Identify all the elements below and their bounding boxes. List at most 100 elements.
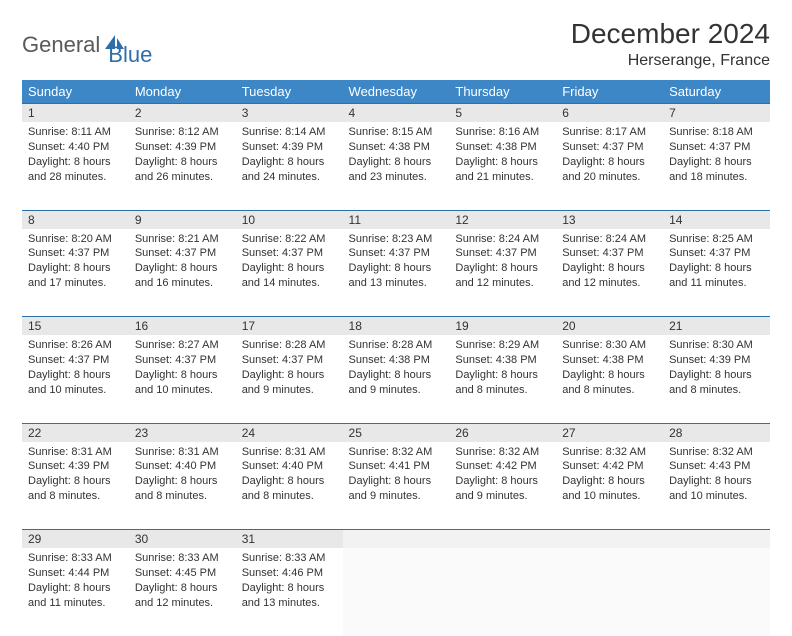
sunrise-line: Sunrise: 8:17 AM — [562, 125, 657, 140]
day-number-cell: 1 — [22, 104, 129, 123]
sunset-line: Sunset: 4:37 PM — [669, 246, 764, 261]
day-number-cell: 31 — [236, 530, 343, 549]
day-content-row: Sunrise: 8:26 AMSunset: 4:37 PMDaylight:… — [22, 335, 770, 423]
sunrise-line: Sunrise: 8:33 AM — [242, 551, 337, 566]
sunrise-line: Sunrise: 8:33 AM — [28, 551, 123, 566]
day-content-cell: Sunrise: 8:28 AMSunset: 4:37 PMDaylight:… — [236, 335, 343, 423]
day-content-cell: Sunrise: 8:22 AMSunset: 4:37 PMDaylight:… — [236, 229, 343, 317]
header: General Blue December 2024 Herserange, F… — [22, 18, 770, 70]
daylight-line: Daylight: 8 hours and 10 minutes. — [135, 368, 230, 398]
sunset-line: Sunset: 4:37 PM — [349, 246, 444, 261]
day-number-cell: 2 — [129, 104, 236, 123]
day-number-cell: 7 — [663, 104, 770, 123]
day-content-cell — [449, 548, 556, 636]
day-content-cell: Sunrise: 8:11 AMSunset: 4:40 PMDaylight:… — [22, 122, 129, 210]
sunrise-line: Sunrise: 8:15 AM — [349, 125, 444, 140]
sunset-line: Sunset: 4:37 PM — [135, 246, 230, 261]
day-number-cell: 22 — [22, 423, 129, 442]
sunset-line: Sunset: 4:38 PM — [349, 353, 444, 368]
daylight-line: Daylight: 8 hours and 8 minutes. — [562, 368, 657, 398]
sunset-line: Sunset: 4:39 PM — [28, 459, 123, 474]
daylight-line: Daylight: 8 hours and 16 minutes. — [135, 261, 230, 291]
sunset-line: Sunset: 4:37 PM — [242, 246, 337, 261]
sunset-line: Sunset: 4:37 PM — [455, 246, 550, 261]
sunset-line: Sunset: 4:38 PM — [349, 140, 444, 155]
sunset-line: Sunset: 4:44 PM — [28, 566, 123, 581]
sunrise-line: Sunrise: 8:18 AM — [669, 125, 764, 140]
day-content-cell: Sunrise: 8:30 AMSunset: 4:39 PMDaylight:… — [663, 335, 770, 423]
daylight-line: Daylight: 8 hours and 9 minutes. — [242, 368, 337, 398]
daylight-line: Daylight: 8 hours and 11 minutes. — [28, 581, 123, 611]
daylight-line: Daylight: 8 hours and 17 minutes. — [28, 261, 123, 291]
sunset-line: Sunset: 4:40 PM — [242, 459, 337, 474]
daylight-line: Daylight: 8 hours and 10 minutes. — [28, 368, 123, 398]
day-content-cell: Sunrise: 8:33 AMSunset: 4:44 PMDaylight:… — [22, 548, 129, 636]
day-number-cell: 23 — [129, 423, 236, 442]
sunrise-line: Sunrise: 8:27 AM — [135, 338, 230, 353]
day-content-row: Sunrise: 8:11 AMSunset: 4:40 PMDaylight:… — [22, 122, 770, 210]
day-number-cell: 17 — [236, 317, 343, 336]
day-number-cell — [343, 530, 450, 549]
sunset-line: Sunset: 4:40 PM — [135, 459, 230, 474]
sunrise-line: Sunrise: 8:25 AM — [669, 232, 764, 247]
day-content-cell: Sunrise: 8:30 AMSunset: 4:38 PMDaylight:… — [556, 335, 663, 423]
daylight-line: Daylight: 8 hours and 23 minutes. — [349, 155, 444, 185]
sunset-line: Sunset: 4:37 PM — [242, 353, 337, 368]
daylight-line: Daylight: 8 hours and 8 minutes. — [669, 368, 764, 398]
day-number-cell: 10 — [236, 210, 343, 229]
day-number-row: 22232425262728 — [22, 423, 770, 442]
day-number-cell: 18 — [343, 317, 450, 336]
weekday-header: Friday — [556, 80, 663, 104]
sunrise-line: Sunrise: 8:30 AM — [669, 338, 764, 353]
logo-text-general: General — [22, 32, 100, 58]
daylight-line: Daylight: 8 hours and 8 minutes. — [28, 474, 123, 504]
daylight-line: Daylight: 8 hours and 12 minutes. — [562, 261, 657, 291]
sunrise-line: Sunrise: 8:24 AM — [455, 232, 550, 247]
day-content-cell — [556, 548, 663, 636]
daylight-line: Daylight: 8 hours and 9 minutes. — [455, 474, 550, 504]
day-content-cell: Sunrise: 8:27 AMSunset: 4:37 PMDaylight:… — [129, 335, 236, 423]
day-number-cell: 27 — [556, 423, 663, 442]
sunrise-line: Sunrise: 8:31 AM — [28, 445, 123, 460]
sunset-line: Sunset: 4:38 PM — [455, 140, 550, 155]
daylight-line: Daylight: 8 hours and 20 minutes. — [562, 155, 657, 185]
day-content-cell: Sunrise: 8:25 AMSunset: 4:37 PMDaylight:… — [663, 229, 770, 317]
day-number-cell: 25 — [343, 423, 450, 442]
day-content-cell: Sunrise: 8:23 AMSunset: 4:37 PMDaylight:… — [343, 229, 450, 317]
day-number-cell — [663, 530, 770, 549]
weekday-header-row: Sunday Monday Tuesday Wednesday Thursday… — [22, 80, 770, 104]
day-content-cell: Sunrise: 8:32 AMSunset: 4:42 PMDaylight:… — [449, 442, 556, 530]
sunset-line: Sunset: 4:45 PM — [135, 566, 230, 581]
day-content-cell: Sunrise: 8:31 AMSunset: 4:39 PMDaylight:… — [22, 442, 129, 530]
sunset-line: Sunset: 4:46 PM — [242, 566, 337, 581]
day-number-row: 15161718192021 — [22, 317, 770, 336]
day-content-row: Sunrise: 8:33 AMSunset: 4:44 PMDaylight:… — [22, 548, 770, 636]
day-content-row: Sunrise: 8:20 AMSunset: 4:37 PMDaylight:… — [22, 229, 770, 317]
daylight-line: Daylight: 8 hours and 10 minutes. — [562, 474, 657, 504]
sunrise-line: Sunrise: 8:21 AM — [135, 232, 230, 247]
sunrise-line: Sunrise: 8:31 AM — [242, 445, 337, 460]
day-number-cell: 6 — [556, 104, 663, 123]
sunrise-line: Sunrise: 8:11 AM — [28, 125, 123, 140]
sunrise-line: Sunrise: 8:29 AM — [455, 338, 550, 353]
sunset-line: Sunset: 4:37 PM — [28, 246, 123, 261]
day-number-cell: 3 — [236, 104, 343, 123]
day-number-row: 891011121314 — [22, 210, 770, 229]
sunset-line: Sunset: 4:41 PM — [349, 459, 444, 474]
day-number-cell: 20 — [556, 317, 663, 336]
day-number-cell: 30 — [129, 530, 236, 549]
daylight-line: Daylight: 8 hours and 9 minutes. — [349, 474, 444, 504]
sunset-line: Sunset: 4:42 PM — [562, 459, 657, 474]
logo-text-blue: Blue — [108, 42, 152, 68]
sunset-line: Sunset: 4:37 PM — [562, 246, 657, 261]
sunrise-line: Sunrise: 8:24 AM — [562, 232, 657, 247]
sunset-line: Sunset: 4:37 PM — [28, 353, 123, 368]
day-content-cell: Sunrise: 8:18 AMSunset: 4:37 PMDaylight:… — [663, 122, 770, 210]
day-content-cell — [663, 548, 770, 636]
sunrise-line: Sunrise: 8:12 AM — [135, 125, 230, 140]
sunset-line: Sunset: 4:39 PM — [669, 353, 764, 368]
day-number-cell: 4 — [343, 104, 450, 123]
daylight-line: Daylight: 8 hours and 18 minutes. — [669, 155, 764, 185]
weekday-header: Thursday — [449, 80, 556, 104]
day-content-cell: Sunrise: 8:24 AMSunset: 4:37 PMDaylight:… — [449, 229, 556, 317]
